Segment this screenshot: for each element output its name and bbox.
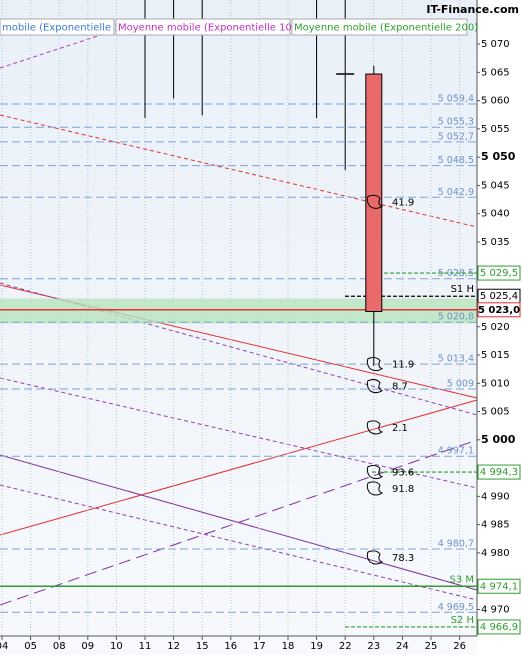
x-tick-label: 09: [81, 641, 94, 652]
marker-name: S2 H: [451, 615, 474, 626]
level-label: 5 042,9: [438, 187, 474, 198]
annotation-symbol: [366, 357, 384, 372]
trendline: [0, 282, 478, 416]
y-tick-label: 5 020: [481, 322, 510, 333]
annotation-symbol: [366, 481, 384, 496]
level-label: 5 020,8: [438, 312, 474, 323]
marker-box: [477, 619, 521, 635]
level-label: 5 009: [447, 378, 474, 389]
x-tick-label: 18: [282, 641, 295, 652]
marker-name: S1 H: [451, 284, 474, 295]
y-tick-label: 5 035: [481, 237, 510, 248]
marker-box: [477, 302, 521, 318]
y-tick-label: 5 000: [481, 433, 516, 446]
x-tick-label: 10: [110, 641, 123, 652]
brand: IT-Finance.com: [426, 3, 519, 16]
legend-label: mobile (Exponentielle 50): [2, 23, 131, 34]
trendline: [0, 439, 478, 606]
y-tick-label: 5 050: [481, 150, 516, 163]
marker-label: 4 974,1: [480, 581, 518, 592]
annotation-label: 91.8: [392, 484, 414, 495]
level-label: 4 969,5: [438, 602, 474, 613]
annotation-symbol: [366, 379, 384, 394]
legend-label: Moyenne mobile (Exponentielle 200): [294, 23, 478, 34]
trendline: [0, 377, 478, 489]
legend-box: [115, 18, 291, 36]
x-tick-label: 22: [339, 641, 352, 652]
legend-box: [291, 18, 468, 36]
x-tick-label: 04: [0, 641, 8, 652]
candle-body: [365, 73, 383, 312]
axis-panel: [477, 0, 522, 655]
annotation-label: 93.6: [392, 468, 414, 479]
x-tick-label: 24: [396, 641, 409, 652]
x-tick-label: 08: [53, 641, 66, 652]
legend-box: [0, 18, 115, 36]
x-tick-label: 11: [139, 641, 152, 652]
y-tick-label: 5 015: [481, 350, 510, 361]
marker-label: 4 994,3: [480, 467, 518, 478]
level-label: 5 052,7: [438, 131, 474, 142]
marker-box: [477, 265, 521, 281]
annotation-symbol: [366, 420, 384, 435]
annotation-label: 8.7: [392, 382, 408, 393]
annotation-symbol: [366, 550, 384, 565]
y-tick-label: 4 970: [481, 604, 510, 615]
legend-label: Moyenne mobile (Exponentielle 100): [118, 23, 302, 34]
y-tick-label: 4 990: [481, 491, 510, 502]
marker-label: 5 029,5: [480, 268, 518, 279]
level-label: 5 048,5: [438, 155, 474, 166]
x-tick-label: 05: [24, 641, 37, 652]
annotation-label: 11.9: [392, 360, 414, 371]
y-tick-label: 5 070: [481, 39, 510, 50]
marker-label: 5 025,4: [480, 291, 518, 302]
y-tick-label: 5 045: [481, 180, 510, 191]
y-tick-label: 5 065: [481, 67, 510, 78]
x-tick-label: 23: [367, 641, 380, 652]
trendline: [0, 399, 478, 536]
annotation-label: 78.3: [392, 553, 414, 564]
trendlines: [0, 0, 478, 636]
level-label: 5 059,4: [438, 94, 474, 105]
trendline: [0, 31, 111, 69]
x-tick-label: 16: [224, 641, 237, 652]
trendline: [0, 484, 478, 601]
support-band: [0, 298, 477, 324]
marker-box: [477, 464, 521, 480]
x-tick-label: 25: [425, 641, 438, 652]
y-tick-label: 4 980: [481, 548, 510, 559]
marker-label: 4 966,9: [480, 622, 518, 633]
annotation-symbol: [366, 464, 384, 480]
annotation-label: 41.9: [392, 197, 414, 208]
level-label: 5 055,3: [438, 117, 474, 128]
y-tick-label: 5 055: [481, 124, 510, 135]
level-label: 5 013,4: [438, 354, 474, 365]
level-label: 4 980,7: [438, 538, 474, 549]
marker-box: [477, 578, 521, 594]
y-tick-label: 4 985: [481, 520, 510, 531]
y-tick-label: 5 005: [481, 407, 510, 418]
trendline: [0, 114, 478, 228]
x-tick-label: 19: [310, 641, 323, 652]
annotation-symbol: [366, 194, 384, 209]
marker-label: 5 023,0: [478, 305, 520, 316]
level-label: 4 997,1: [438, 446, 474, 457]
x-tick-label: 17: [253, 641, 266, 652]
annotation-label: 2.1: [392, 423, 408, 434]
x-tick-label: 12: [167, 641, 180, 652]
x-tick-label: 15: [196, 641, 209, 652]
marker-name: S3 M: [449, 574, 474, 585]
y-tick-label: 5 060: [481, 96, 510, 107]
level-label: 5 028,5: [438, 268, 474, 279]
y-tick-label: 5 040: [481, 209, 510, 220]
y-tick-label: 5 010: [481, 378, 510, 389]
x-tick-label: 26: [453, 641, 466, 652]
